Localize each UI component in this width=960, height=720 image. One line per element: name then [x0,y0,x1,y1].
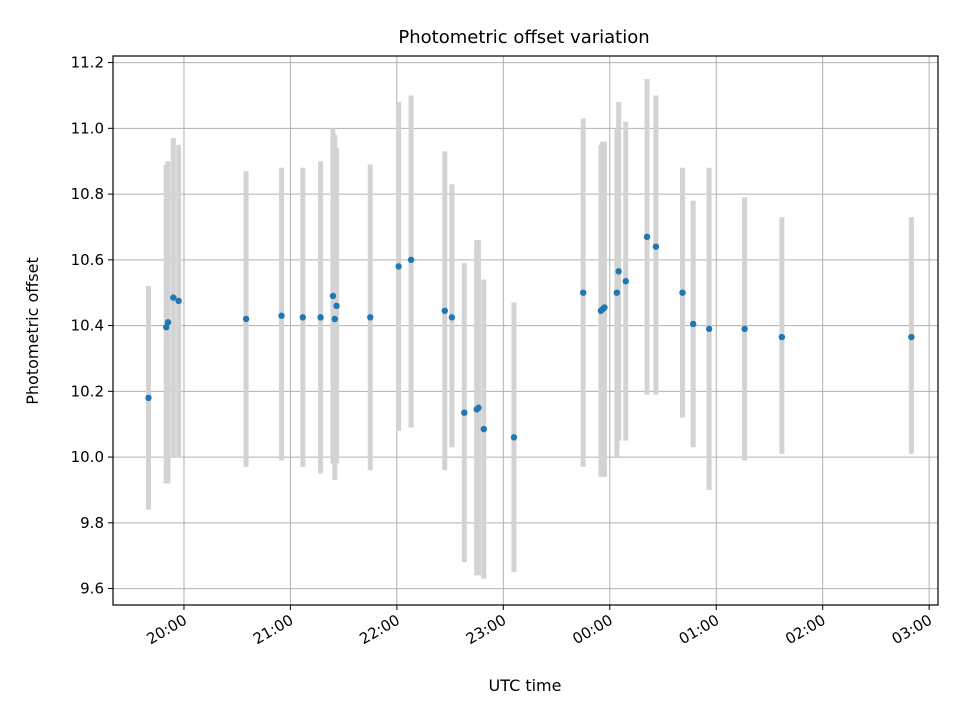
data-point [705,325,713,333]
data-point [480,425,488,433]
y-axis-title: Photometric offset [23,257,42,405]
data-point [441,307,448,314]
y-tick-label: 9.8 [80,514,104,532]
data-point [778,333,786,341]
y-tick-label: 11.0 [71,119,104,137]
data-point [679,289,686,296]
y-tick-label: 10.0 [71,448,104,466]
data-point [278,312,285,319]
data-point [652,243,660,250]
data-point [615,268,622,275]
data-point [164,319,172,326]
y-tick-label: 10.4 [71,317,104,335]
data-point [908,333,915,341]
data-point [175,297,182,305]
data-point [601,304,608,311]
data-point [367,314,374,321]
data-points [145,233,915,441]
data-point [395,263,402,270]
x-axis-title: UTC time [489,676,562,695]
data-point [333,302,340,310]
y-tick-label: 11.2 [71,54,104,72]
data-point [145,394,152,402]
y-axis-ticks: 9.6 9.8 10.0 10.2 10.4 10.6 10.8 11.0 11.2 [71,54,113,598]
y-tick-label: 9.6 [80,580,104,598]
data-point [643,233,651,241]
y-tick-label: 10.2 [71,382,104,400]
y-tick-label: 10.6 [71,251,104,269]
data-point [510,434,518,441]
data-point [163,324,170,331]
chart-title: Photometric offset variation [398,27,649,48]
y-tick-label: 10.8 [71,185,104,203]
data-point [461,409,468,416]
data-point [741,325,748,333]
data-point [329,292,337,300]
data-point [317,314,324,321]
data-point [613,289,621,296]
data-point [622,277,629,285]
data-point [170,294,177,301]
data-point [331,315,338,323]
plot-frame [112,55,939,606]
data-point [242,315,250,323]
data-point [407,256,415,264]
data-point [579,289,587,296]
data-point [448,314,456,321]
data-point [299,314,307,321]
data-point [689,320,697,328]
data-point [475,404,482,411]
